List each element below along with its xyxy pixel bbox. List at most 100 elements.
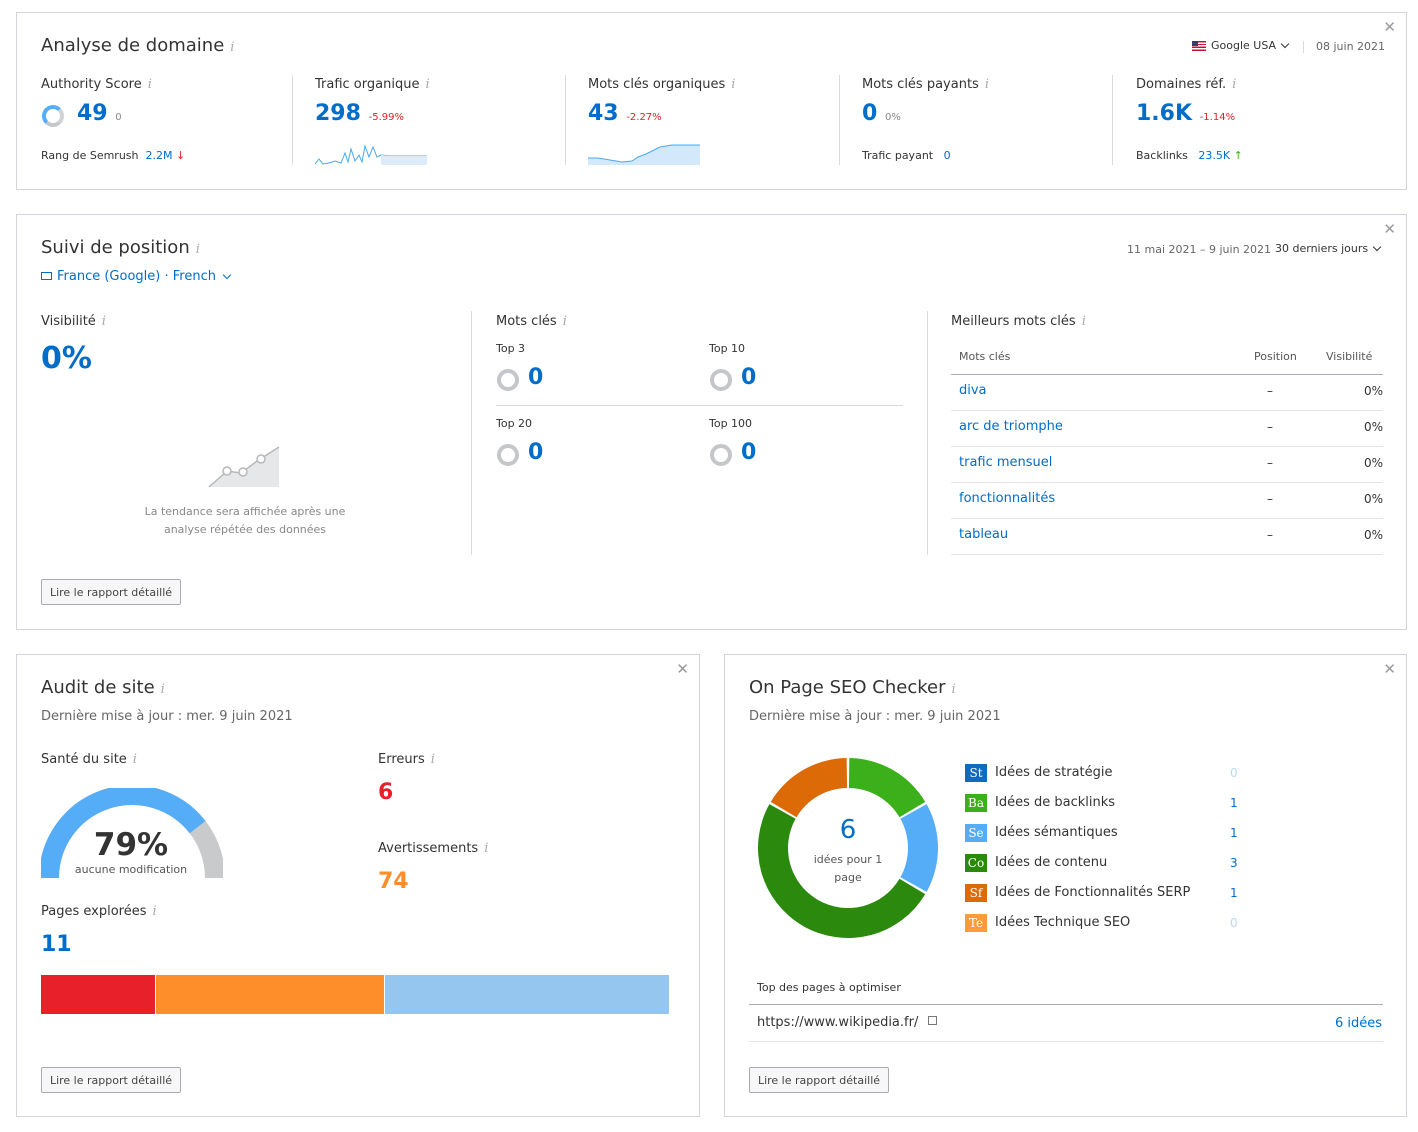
read-report-button[interactable]: Lire le rapport détaillé — [41, 579, 181, 605]
warnings-value[interactable]: 74 — [378, 869, 409, 894]
keyword-link[interactable]: diva — [959, 383, 987, 398]
donut-slice-co[interactable] — [757, 804, 926, 939]
page-ideas-link[interactable]: 6 idées — [1334, 1016, 1382, 1031]
visibility-label: Visibilité i — [41, 314, 106, 329]
donut-slice-ba[interactable] — [848, 758, 926, 818]
backlinks-badge-icon: Ba — [965, 794, 987, 812]
arrow-down-icon: ↓ — [176, 149, 186, 162]
col-header-visibility: Visibilité — [1326, 350, 1373, 363]
bar-warnings[interactable] — [155, 975, 384, 1014]
warnings-label: Avertissements i — [378, 841, 489, 856]
ideas-total: 6 — [839, 815, 857, 845]
table-row: arc de triomphe – 0% — [951, 411, 1383, 447]
table-row: trafic mensuel – 0% — [951, 447, 1383, 483]
domain-analysis-card: ✕ Analyse de domaine i Google USA 08 juin… — [16, 12, 1407, 190]
idea-item-content[interactable]: Co Idées de contenu 3 — [965, 853, 1245, 875]
on-page-seo-card: ✕ On Page SEO Checker i Dernière mise à j… — [724, 654, 1407, 1117]
database-selector[interactable]: Google USA — [1192, 39, 1290, 52]
keyword-link[interactable]: trafic mensuel — [959, 455, 1053, 470]
site-audit-card: ✕ Audit de site i Dernière mise à jour : … — [16, 654, 700, 1117]
organic-keywords-label: Mots clés organiques i — [588, 77, 736, 92]
trend-placeholder-icon — [208, 446, 280, 488]
bar-ok[interactable] — [383, 975, 669, 1014]
info-icon[interactable]: i — [160, 682, 165, 697]
col-header-keyword: Mots clés — [959, 350, 1011, 363]
info-icon[interactable]: i — [101, 314, 106, 329]
close-icon[interactable]: ✕ — [676, 660, 689, 678]
info-icon[interactable]: i — [147, 77, 152, 92]
idea-item-backlinks[interactable]: Ba Idées de backlinks 1 — [965, 793, 1245, 815]
top100-value: 0 — [741, 440, 757, 465]
period-selector[interactable]: 30 derniers jours — [1275, 242, 1382, 255]
info-icon[interactable]: i — [731, 77, 736, 92]
info-icon[interactable]: i — [484, 841, 489, 856]
top-pages-label: Top des pages à optimiser — [757, 981, 901, 994]
gauge-fill — [41, 788, 206, 879]
info-icon[interactable]: i — [152, 904, 157, 919]
idea-item-semantic[interactable]: Se Idées sémantiques 1 — [965, 823, 1245, 845]
info-icon[interactable]: i — [1232, 77, 1237, 92]
us-flag-icon — [1192, 40, 1206, 51]
top3-ring — [497, 369, 519, 391]
paid-keywords-label: Mots clés payants i — [862, 77, 989, 92]
top20-value: 0 — [528, 440, 544, 465]
page-url-link[interactable]: https://www.wikipedia.fr/ — [757, 1015, 938, 1030]
table-row: tableau – 0% — [951, 519, 1383, 555]
last-update: Dernière mise à jour : mer. 9 juin 2021 — [749, 709, 1001, 724]
read-report-button[interactable]: Lire le rapport détaillé — [41, 1067, 181, 1093]
close-icon[interactable]: ✕ — [1383, 18, 1396, 36]
pages-crawled-value[interactable]: 11 — [41, 932, 72, 957]
trend-note: La tendance sera affichée après une anal… — [144, 505, 346, 536]
idea-item-strategy[interactable]: St Idées de stratégie 0 — [965, 763, 1245, 785]
keyword-link[interactable]: fonctionnalités — [959, 491, 1056, 506]
errors-value[interactable]: 6 — [378, 780, 394, 805]
top10-ring — [710, 369, 732, 391]
top20-label: Top 20 — [496, 417, 533, 430]
backlinks: Backlinks 23.5K ↑ — [1136, 149, 1243, 162]
authority-score-label: Authority Score i — [41, 77, 152, 92]
info-icon[interactable]: i — [230, 40, 235, 55]
position-tracking-card: ✕ Suivi de position i France (Google) · F… — [16, 214, 1407, 630]
info-icon[interactable]: i — [430, 752, 435, 767]
top3-value: 0 — [528, 365, 544, 390]
keyword-link[interactable]: tableau — [959, 527, 1009, 542]
bar-errors[interactable] — [41, 975, 156, 1014]
top10-value: 0 — [741, 365, 757, 390]
top20-ring — [497, 444, 519, 466]
top3-label: Top 3 — [496, 342, 526, 355]
read-report-button[interactable]: Lire le rapport détaillé — [749, 1067, 889, 1093]
keyword-link[interactable]: arc de triomphe — [959, 419, 1063, 434]
date-range: 11 mai 2021 – 9 juin 2021 — [1127, 243, 1272, 256]
organic-traffic-value[interactable]: 298 -5.99% — [315, 101, 404, 126]
info-icon[interactable]: i — [1081, 314, 1086, 329]
info-icon[interactable]: i — [195, 242, 200, 257]
donut-slice-se[interactable] — [900, 804, 938, 892]
paid-keywords-value[interactable]: 0 0% — [862, 101, 901, 126]
info-icon[interactable]: i — [951, 682, 956, 697]
referring-domains-value[interactable]: 1.6K -1.14% — [1136, 101, 1236, 126]
location-selector[interactable]: France (Google) · French — [41, 269, 232, 284]
organic-keywords-value[interactable]: 43 -2.27% — [588, 101, 662, 126]
info-icon[interactable]: i — [425, 77, 430, 92]
table-row: fonctionnalités – 0% — [951, 483, 1383, 519]
close-icon[interactable]: ✕ — [1383, 220, 1396, 238]
donut-slice-sf[interactable] — [770, 758, 848, 818]
top100-label: Top 100 — [709, 417, 753, 430]
organic-traffic-sparkline — [315, 144, 427, 165]
top100-ring — [710, 444, 732, 466]
info-icon[interactable]: i — [562, 314, 567, 329]
authority-score-ring — [42, 105, 64, 127]
info-icon[interactable]: i — [984, 77, 989, 92]
site-health-label: Santé du site i — [41, 752, 137, 767]
domain-analysis-title: Analyse de domaine i — [41, 35, 235, 56]
pages-status-bar — [41, 975, 669, 1014]
position-tracking-title: Suivi de position i — [41, 237, 200, 258]
site-audit-title: Audit de site i — [41, 677, 165, 698]
info-icon[interactable]: i — [132, 752, 137, 767]
close-icon[interactable]: ✕ — [1383, 660, 1396, 678]
organic-traffic-label: Trafic organique i — [315, 77, 430, 92]
idea-item-technical[interactable]: Te Idées Technique SEO 0 — [965, 913, 1245, 935]
idea-item-serp-features[interactable]: Sf Idées de Fonctionnalités SERP 1 — [965, 883, 1245, 905]
keyword-table: diva – 0% arc de triomphe – 0% trafic me… — [951, 375, 1383, 555]
table-row: diva – 0% — [951, 375, 1383, 411]
